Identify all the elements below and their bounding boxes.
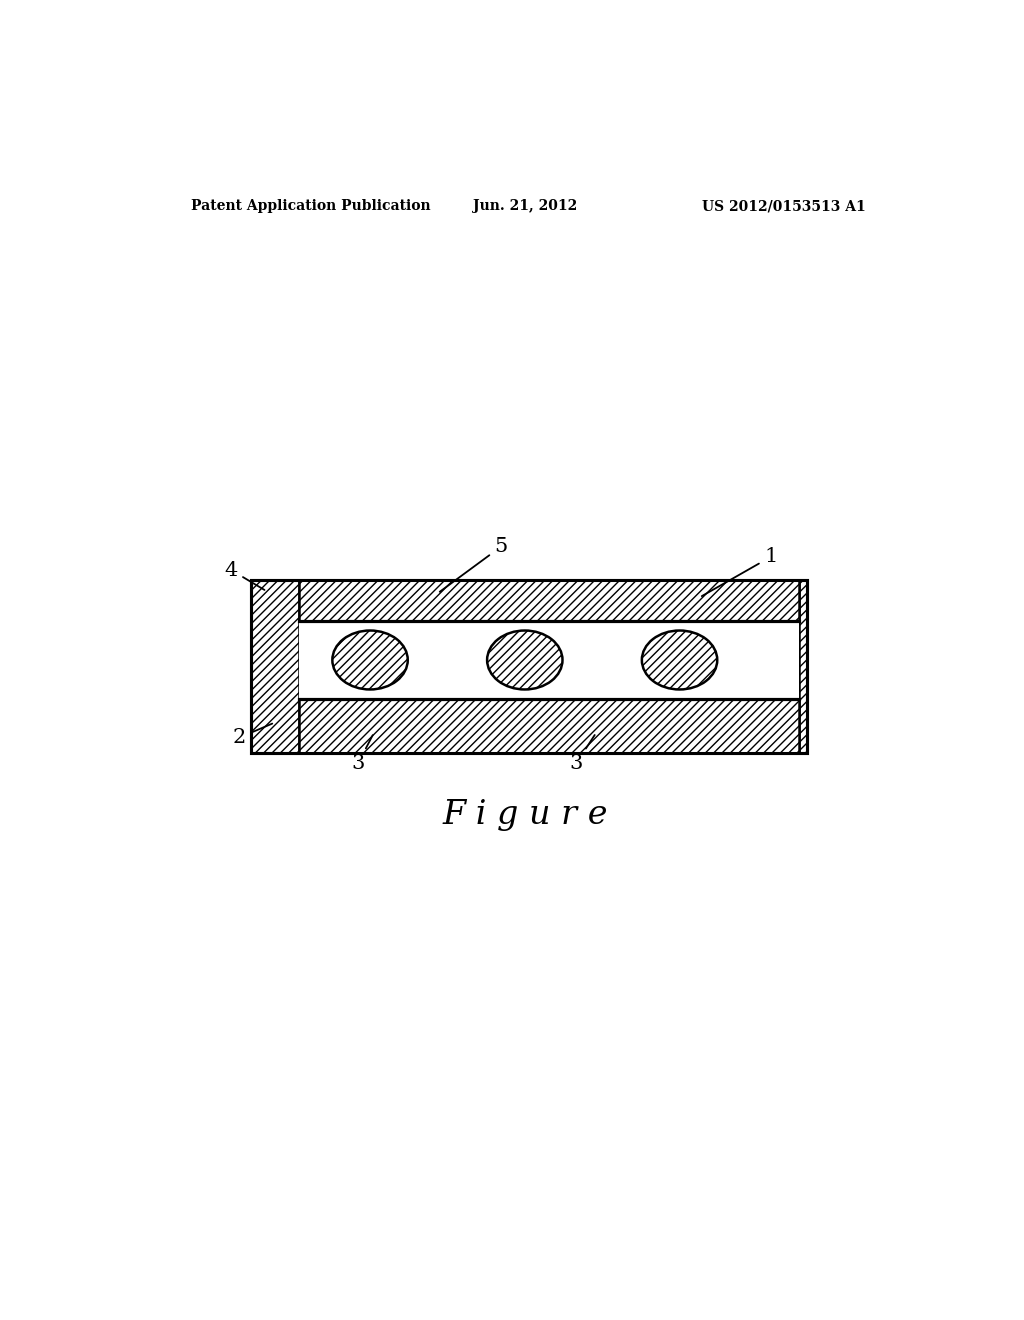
Text: Jun. 21, 2012: Jun. 21, 2012 (473, 199, 577, 213)
Text: 2: 2 (232, 723, 272, 747)
Text: 1: 1 (701, 548, 777, 597)
Text: 4: 4 (224, 561, 264, 590)
Bar (299, 581, 799, 752)
Text: Patent Application Publication: Patent Application Publication (191, 199, 431, 213)
Ellipse shape (642, 631, 717, 689)
Text: 3: 3 (351, 735, 373, 772)
Text: F i g u r e: F i g u r e (442, 799, 607, 830)
Text: US 2012/0153513 A1: US 2012/0153513 A1 (702, 199, 866, 213)
Bar (299, 581, 799, 620)
Bar (299, 620, 799, 700)
Bar (251, 581, 807, 752)
Text: 3: 3 (569, 735, 595, 772)
Text: 5: 5 (439, 537, 508, 591)
Ellipse shape (333, 631, 408, 689)
Bar (299, 700, 799, 752)
Ellipse shape (487, 631, 562, 689)
Bar (251, 581, 807, 752)
